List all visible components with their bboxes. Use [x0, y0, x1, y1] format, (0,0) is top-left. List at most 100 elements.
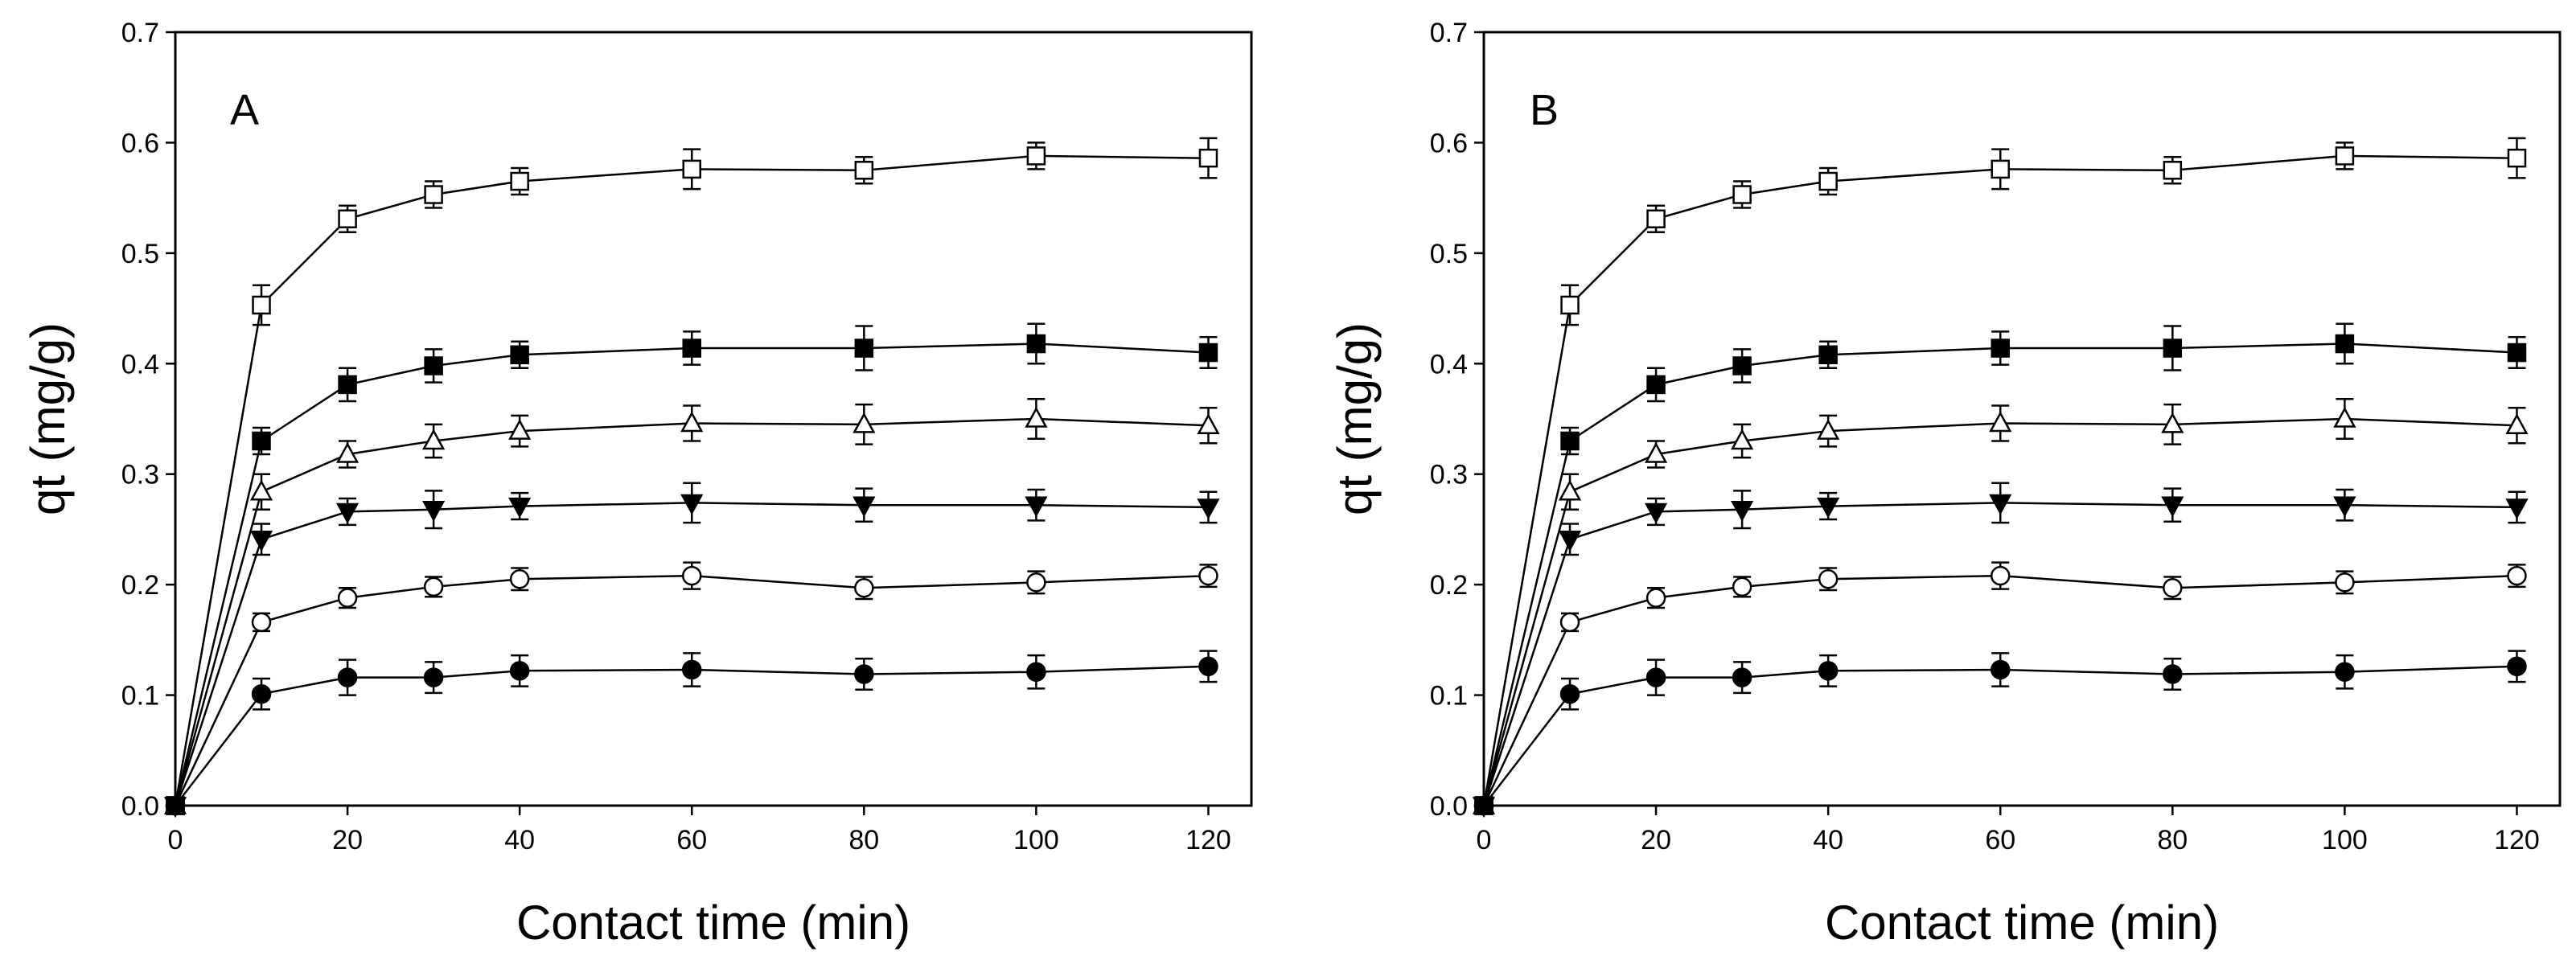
y-tick-label: 0.0	[1430, 791, 1468, 822]
data-point-marker	[1558, 531, 1582, 552]
data-point-marker	[1731, 429, 1754, 450]
data-point-marker	[853, 496, 876, 518]
data-point-marker	[252, 295, 271, 315]
plot-frame	[174, 31, 1253, 807]
data-point-marker	[249, 479, 273, 501]
y-axis: 0.0 0.1 0.2 0.3 0.4 0.5 0.6 0.7	[1430, 18, 1484, 822]
data-point-marker	[1026, 662, 1046, 682]
series-square-filled	[1474, 322, 2527, 815]
data-point-marker	[2333, 496, 2356, 518]
data-point-marker	[853, 412, 876, 433]
data-point-marker	[1818, 569, 1839, 589]
data-point-marker	[1559, 683, 1580, 704]
data-point-marker	[2507, 148, 2527, 168]
data-point-marker	[249, 531, 273, 552]
y-tick-label: 0.3	[1430, 460, 1468, 490]
data-point-marker	[2335, 662, 2355, 682]
data-point-marker	[165, 795, 186, 816]
x-tick-label: 20	[1641, 825, 1671, 855]
data-point-marker	[854, 578, 874, 598]
panel-label: B	[1530, 86, 1559, 134]
y-tick-label: 0.6	[121, 128, 159, 158]
x-tick-label: 80	[848, 825, 879, 855]
data-point-marker	[1989, 411, 2012, 433]
y-tick-label: 0.2	[1430, 570, 1468, 601]
data-point-marker	[680, 494, 704, 515]
data-point-marker	[1644, 441, 1668, 463]
data-point-marker	[251, 612, 272, 633]
data-point-marker	[1989, 494, 2012, 515]
x-axis: 0 20 40 60 80 100 120	[1477, 806, 2540, 855]
data-point-marker	[1818, 171, 1838, 191]
data-point-marker	[2335, 146, 2355, 166]
data-point-marker	[337, 667, 358, 687]
y-tick-label: 0.5	[1430, 239, 1468, 269]
data-point-marker	[1818, 345, 1838, 365]
data-point-marker	[1990, 659, 2011, 680]
data-point-marker	[1645, 667, 1666, 687]
data-point-marker	[251, 683, 272, 704]
y-tick-label: 0.4	[121, 349, 159, 379]
data-point-marker	[1817, 419, 1840, 440]
data-point-marker	[1558, 479, 1582, 501]
data-point-marker	[1990, 565, 2011, 586]
data-point-marker	[1817, 497, 1840, 519]
data-point-marker	[509, 661, 530, 681]
data-point-marker	[2335, 334, 2355, 354]
x-tick-label: 40	[1813, 825, 1843, 855]
y-tick-label: 0.7	[121, 18, 159, 48]
data-point-marker	[424, 356, 443, 375]
data-point-marker	[423, 667, 444, 687]
data-point-marker	[1732, 185, 1752, 204]
x-tick-label: 120	[2494, 825, 2540, 855]
data-point-marker	[2507, 656, 2527, 677]
x-tick-label: 100	[2322, 825, 2368, 855]
data-point-marker	[2505, 498, 2529, 520]
data-point-marker	[680, 411, 704, 433]
data-point-marker	[2507, 565, 2527, 586]
y-tick-label: 0.3	[121, 460, 159, 490]
y-axis-title: qt (mg/g)	[1328, 322, 1382, 515]
data-point-marker	[854, 161, 874, 180]
data-point-marker	[2163, 664, 2183, 684]
data-point-marker	[1991, 338, 2010, 358]
data-point-marker	[1025, 496, 1048, 518]
data-point-marker	[2163, 161, 2183, 180]
panel-a: A 0.0 0.1 0.2 0.3 0.4 0.5 0.6 0.7 0 20 40 60 80 100 1…	[21, 18, 1253, 950]
data-point-marker	[1198, 148, 1218, 168]
data-point-marker	[2163, 338, 2183, 358]
data-point-marker	[508, 419, 532, 440]
x-axis-title: Contact time (min)	[516, 896, 910, 950]
data-point-marker	[510, 171, 529, 191]
x-tick-label: 40	[504, 825, 535, 855]
data-point-marker	[2163, 578, 2183, 598]
data-point-marker	[1025, 406, 1048, 428]
data-point-marker	[681, 659, 702, 680]
x-tick-label: 0	[1477, 825, 1492, 855]
series-triangle-down-filled	[163, 482, 1220, 818]
data-point-marker	[1559, 612, 1580, 633]
plot-frame	[1482, 31, 2562, 807]
data-point-marker	[1818, 661, 1839, 681]
y-tick-label: 0.6	[1430, 128, 1468, 158]
data-point-marker	[854, 664, 874, 684]
data-point-marker	[1560, 431, 1580, 451]
x-tick-label: 60	[1985, 825, 2015, 855]
y-axis-title: qt (mg/g)	[21, 322, 75, 515]
series-triangle-up-open	[163, 398, 1220, 814]
x-tick-label: 20	[332, 825, 363, 855]
x-tick-label: 100	[1013, 825, 1059, 855]
data-point-marker	[335, 503, 359, 524]
data-point-marker	[1026, 572, 1046, 593]
data-point-marker	[510, 345, 529, 365]
y-tick-label: 0.1	[121, 681, 159, 712]
data-point-marker	[1197, 413, 1220, 434]
data-point-marker	[338, 209, 357, 229]
data-point-marker	[1026, 334, 1046, 354]
series-circle-filled	[1473, 650, 2527, 816]
data-point-marker	[252, 431, 271, 451]
data-point-marker	[1731, 500, 1754, 522]
series-triangle-up-open	[1472, 398, 2529, 814]
data-point-marker	[509, 569, 530, 589]
